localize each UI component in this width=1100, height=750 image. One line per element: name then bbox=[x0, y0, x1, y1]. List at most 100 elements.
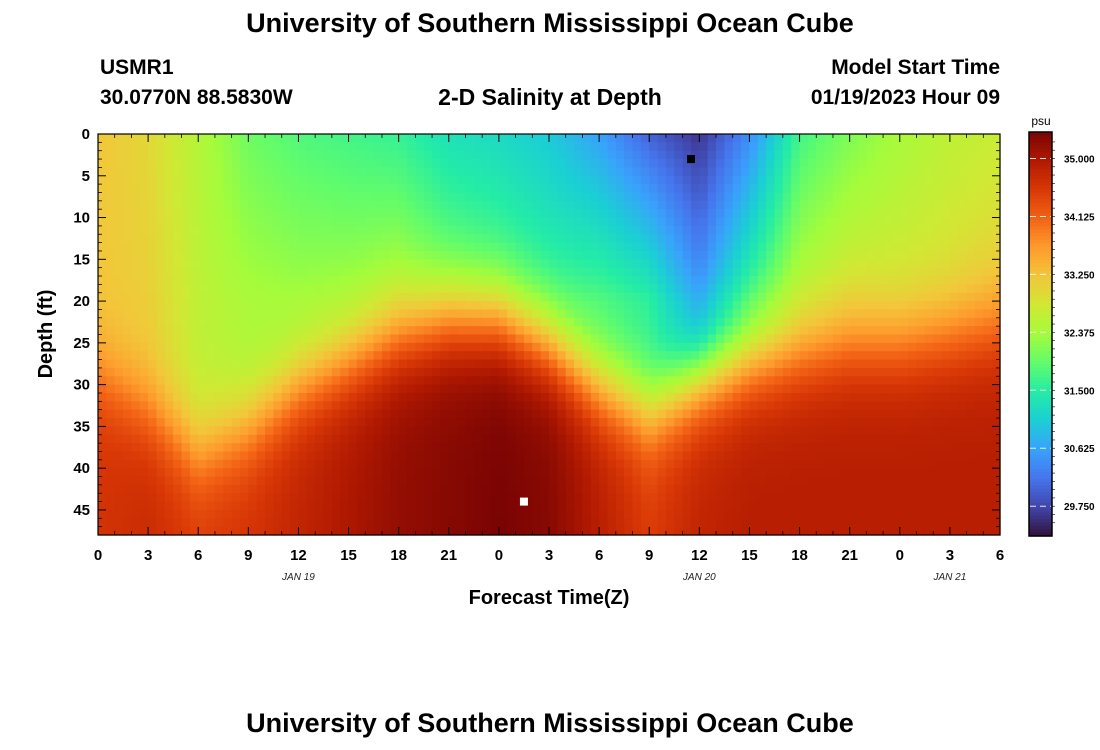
heatmap-cell bbox=[891, 317, 901, 327]
heatmap-cell bbox=[482, 134, 492, 143]
heatmap-cell bbox=[173, 234, 183, 244]
heatmap-cell bbox=[273, 459, 283, 469]
heatmap-cell bbox=[699, 509, 709, 519]
heatmap-cell bbox=[532, 317, 542, 327]
heatmap-cell bbox=[649, 276, 659, 285]
heatmap-cell bbox=[457, 134, 467, 143]
heatmap-cell bbox=[657, 476, 667, 486]
heatmap-cell bbox=[916, 225, 926, 235]
heatmap-cell bbox=[757, 276, 767, 285]
heatmap-cell bbox=[164, 217, 174, 227]
heatmap-cell bbox=[315, 242, 325, 252]
heatmap-cell bbox=[381, 451, 391, 461]
heatmap-cell bbox=[482, 426, 492, 436]
heatmap-cell bbox=[340, 217, 350, 227]
heatmap-cell bbox=[924, 200, 934, 210]
heatmap-cell bbox=[883, 142, 893, 152]
heatmap-cell bbox=[390, 342, 400, 352]
heatmap-cell bbox=[724, 426, 734, 436]
heatmap-cell bbox=[164, 175, 174, 185]
heatmap-cell bbox=[298, 526, 308, 536]
heatmap-cell bbox=[607, 175, 617, 185]
heatmap-cell bbox=[273, 409, 283, 419]
heatmap-cell bbox=[649, 451, 659, 461]
heatmap-cell bbox=[724, 175, 734, 185]
heatmap-cell bbox=[390, 418, 400, 427]
heatmap-cell bbox=[465, 443, 475, 453]
heatmap-cell bbox=[682, 184, 692, 194]
heatmap-cell bbox=[941, 526, 951, 536]
heatmap-cell bbox=[674, 225, 684, 235]
heatmap-cell bbox=[782, 326, 792, 336]
heatmap-cell bbox=[181, 443, 191, 453]
heatmap-cell bbox=[816, 426, 826, 436]
heatmap-cell bbox=[891, 376, 901, 386]
heatmap-cell bbox=[415, 309, 425, 319]
heatmap-cell bbox=[457, 142, 467, 152]
heatmap-cell bbox=[465, 175, 475, 185]
heatmap-cell bbox=[674, 459, 684, 469]
heatmap-cell bbox=[574, 250, 584, 260]
heatmap-cell bbox=[231, 317, 241, 327]
heatmap-cell bbox=[565, 200, 575, 210]
heatmap-cell bbox=[273, 384, 283, 394]
heatmap-cell bbox=[565, 225, 575, 235]
heatmap-cell bbox=[465, 301, 475, 311]
heatmap-cell bbox=[958, 484, 968, 494]
heatmap-cell bbox=[281, 259, 291, 269]
heatmap-cell bbox=[699, 209, 709, 219]
heatmap-cell bbox=[766, 309, 776, 319]
heatmap-cell bbox=[540, 409, 550, 419]
heatmap-cell bbox=[348, 167, 358, 177]
heatmap-cell bbox=[582, 142, 592, 152]
heatmap-cell bbox=[306, 167, 316, 177]
heatmap-cell bbox=[298, 418, 308, 427]
heatmap-cell bbox=[432, 309, 442, 319]
heatmap-cell bbox=[281, 200, 291, 210]
heatmap-cell bbox=[607, 276, 617, 285]
heatmap-cell bbox=[891, 284, 901, 294]
heatmap-cell bbox=[148, 317, 158, 327]
heatmap-cell bbox=[356, 276, 366, 285]
heatmap-cell bbox=[824, 209, 834, 219]
heatmap-cell bbox=[423, 259, 433, 269]
heatmap-cell bbox=[440, 175, 450, 185]
heatmap-cell bbox=[607, 459, 617, 469]
heatmap-cell bbox=[440, 443, 450, 453]
heatmap-cell bbox=[139, 493, 149, 503]
heatmap-cell bbox=[490, 518, 500, 528]
heatmap-cell bbox=[607, 309, 617, 319]
heatmap-cell bbox=[381, 292, 391, 302]
heatmap-cell bbox=[123, 459, 133, 469]
heatmap-cell bbox=[390, 409, 400, 419]
heatmap-cell bbox=[774, 342, 784, 352]
heatmap-cell bbox=[624, 359, 634, 369]
heatmap-cell bbox=[908, 351, 918, 361]
heatmap-cell bbox=[941, 200, 951, 210]
heatmap-cell bbox=[198, 259, 208, 269]
heatmap-cell bbox=[473, 384, 483, 394]
heatmap-cell bbox=[223, 301, 233, 311]
heatmap-cell bbox=[665, 459, 675, 469]
heatmap-cell bbox=[574, 409, 584, 419]
heatmap-cell bbox=[323, 476, 333, 486]
heatmap-cell bbox=[248, 351, 258, 361]
heatmap-cell bbox=[473, 242, 483, 252]
heatmap-cell bbox=[198, 217, 208, 227]
heatmap-cell bbox=[373, 175, 383, 185]
heatmap-cell bbox=[607, 451, 617, 461]
heatmap-cell bbox=[148, 418, 158, 427]
heatmap-cell bbox=[807, 376, 817, 386]
heatmap-cell bbox=[356, 509, 366, 519]
heatmap-cell bbox=[699, 451, 709, 461]
heatmap-cell bbox=[223, 175, 233, 185]
heatmap-cell bbox=[281, 501, 291, 511]
heatmap-cell bbox=[574, 309, 584, 319]
heatmap-cell bbox=[139, 392, 149, 402]
heatmap-cell bbox=[908, 334, 918, 344]
heatmap-cell bbox=[415, 426, 425, 436]
heatmap-cell bbox=[774, 200, 784, 210]
heatmap-cell bbox=[757, 250, 767, 260]
heatmap-cell bbox=[849, 217, 859, 227]
heatmap-cell bbox=[273, 342, 283, 352]
